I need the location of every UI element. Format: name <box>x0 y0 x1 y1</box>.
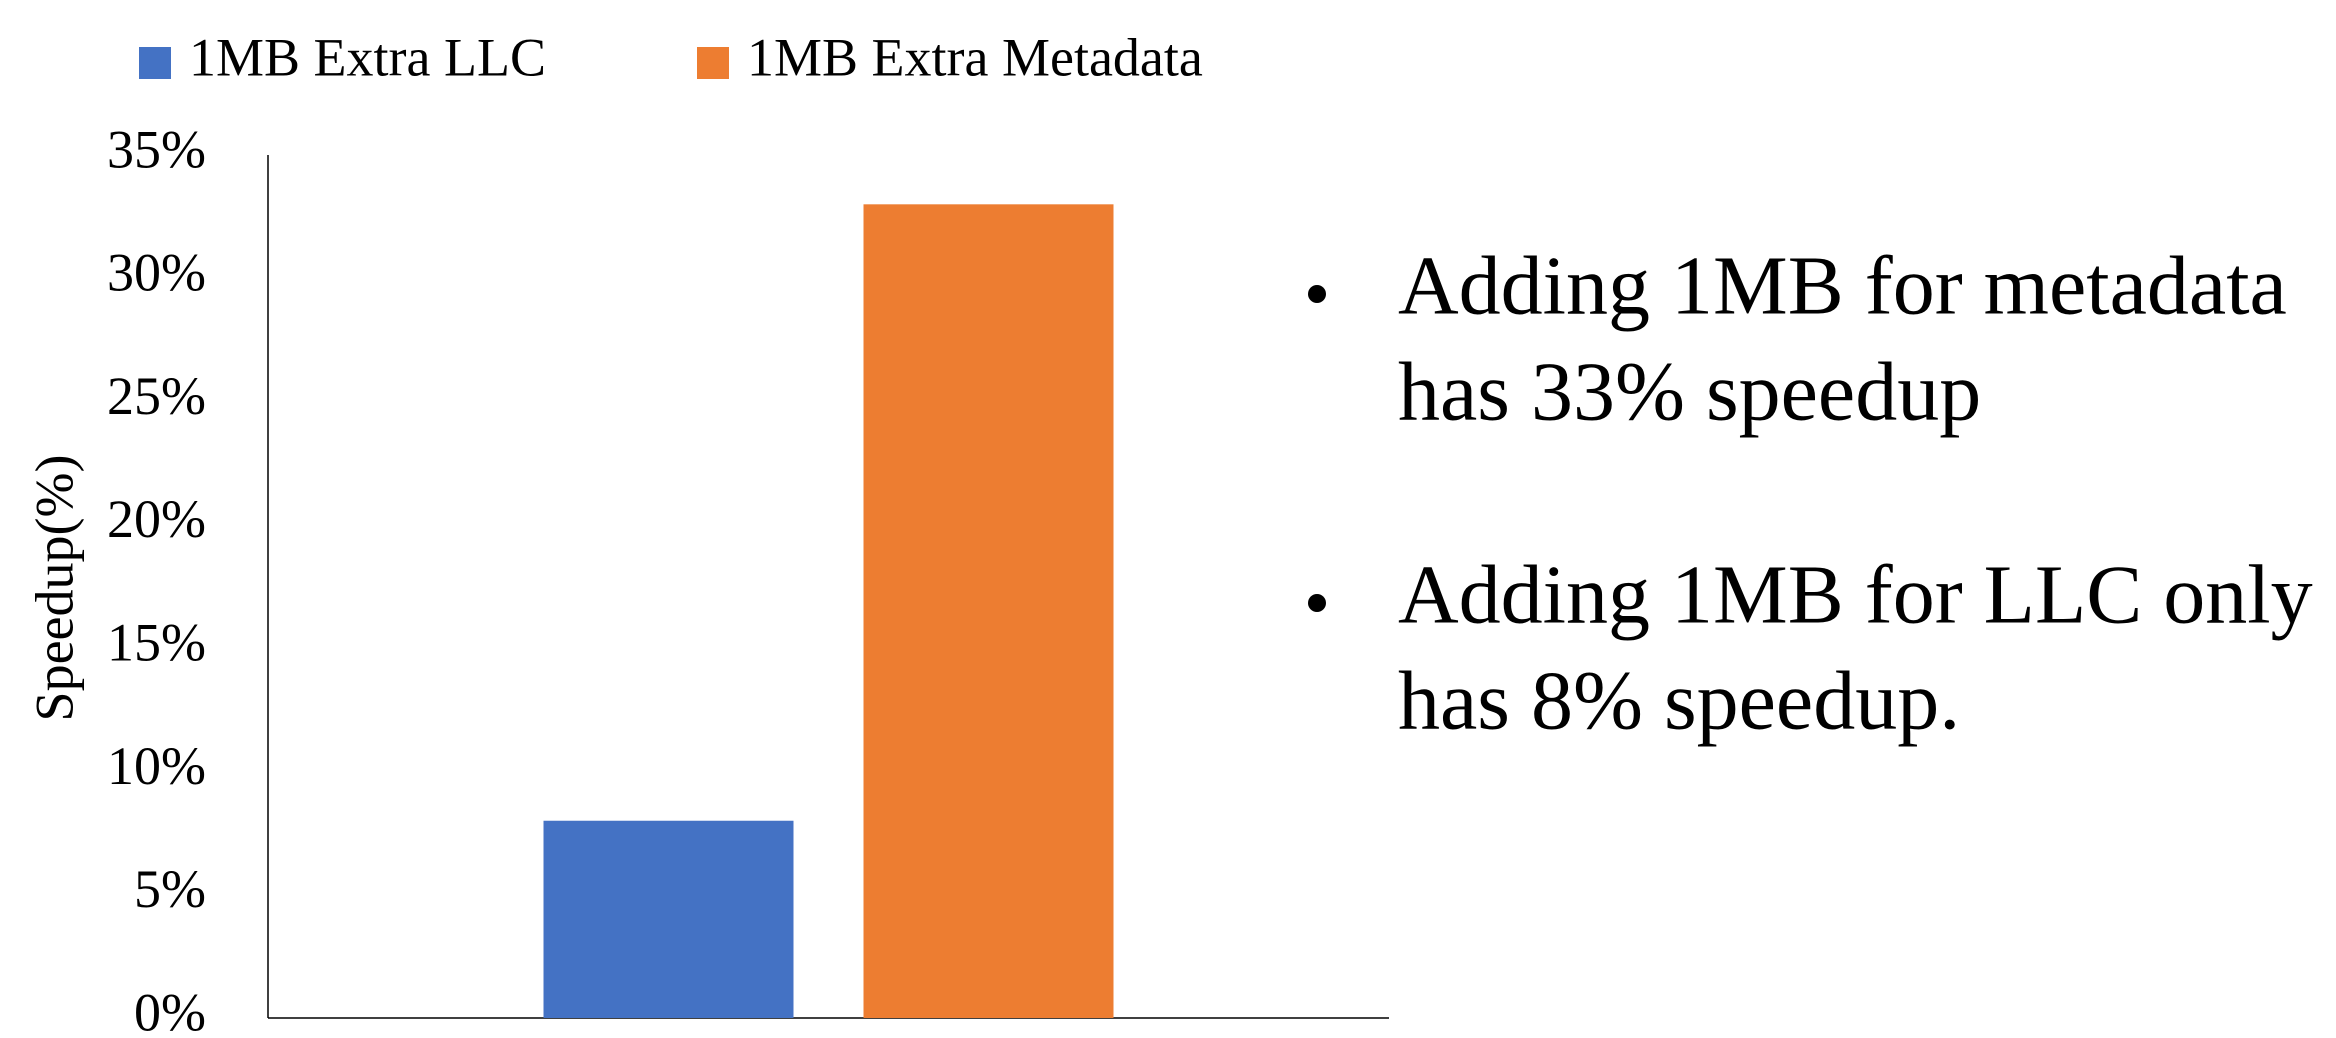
bar <box>543 820 794 1018</box>
y-tick-label: 10% <box>107 736 206 796</box>
bullet-dot <box>1308 285 1326 303</box>
y-axis-title: Speedup(%) <box>24 455 84 722</box>
bullet-dot <box>1308 594 1326 612</box>
bullet-text: Adding 1MB for LLC only <box>1398 548 2313 641</box>
y-tick-label: 15% <box>107 613 206 673</box>
bullet-text: has 8% speedup. <box>1398 654 1960 747</box>
legend-swatch <box>697 47 729 79</box>
y-tick-label: 5% <box>134 859 206 919</box>
bar <box>863 204 1114 1019</box>
legend-label: 1MB Extra LLC <box>189 27 546 87</box>
y-tick-label: 35% <box>107 119 206 179</box>
legend-swatch <box>139 47 171 79</box>
bullet-text: has 33% speedup <box>1398 345 1981 438</box>
y-tick-label: 0% <box>134 982 206 1038</box>
y-tick-label: 30% <box>107 243 206 303</box>
y-tick-label: 20% <box>107 489 206 549</box>
bullet-text: Adding 1MB for metadata <box>1398 239 2287 332</box>
y-tick-label: 25% <box>107 366 206 426</box>
legend-label: 1MB Extra Metadata <box>747 27 1203 87</box>
